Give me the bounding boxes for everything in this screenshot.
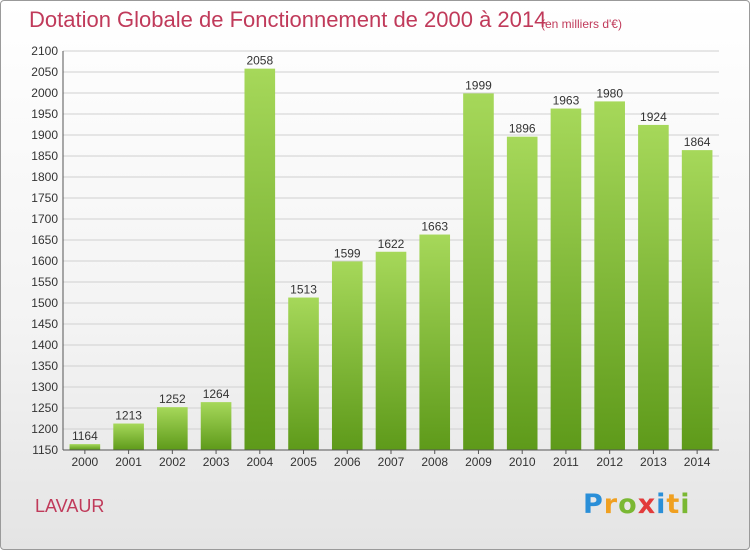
y-tick-label: 1500	[31, 296, 58, 310]
bar-2013	[638, 124, 669, 451]
bar-2007	[375, 251, 407, 450]
x-tick-label-2012: 2012	[596, 455, 623, 469]
x-tick-label-2000: 2000	[72, 455, 99, 469]
logo-letter: i	[680, 489, 691, 520]
x-tick-label-2002: 2002	[159, 455, 186, 469]
chart-title: Dotation Globale de Fonctionnement de 20…	[29, 7, 547, 32]
y-tick-label: 1350	[31, 359, 58, 373]
bar-2011	[550, 108, 582, 450]
y-tick-label: 2050	[31, 65, 58, 79]
bar-2003	[200, 402, 232, 450]
bar-2001	[113, 423, 144, 450]
logo-letter: r	[603, 489, 619, 520]
x-tick-label-2014: 2014	[684, 455, 711, 469]
y-tick-label: 1750	[31, 191, 58, 205]
bar-layer	[69, 68, 713, 451]
x-tick-label-2003: 2003	[203, 455, 230, 469]
y-tick-label: 1900	[31, 128, 58, 142]
value-label-2012: 1980	[596, 86, 623, 100]
value-label-2014: 1864	[684, 135, 711, 149]
logo-letter: o	[618, 489, 638, 520]
value-label-2003: 1264	[203, 387, 230, 401]
value-label-2001: 1213	[115, 409, 142, 423]
logo-letter: i	[656, 489, 667, 520]
bar-2009	[463, 93, 494, 451]
bar-2002	[157, 407, 188, 450]
bar-2004	[244, 68, 276, 450]
y-tick-label: 1450	[31, 317, 58, 331]
y-tick-label: 1550	[31, 275, 58, 289]
bar-2008	[419, 234, 451, 450]
axis-layer: 1150 1200 1250 1300 1350 1400 1450 1500 1550 1600…	[31, 44, 719, 469]
x-tick-label-2006: 2006	[334, 455, 361, 469]
commune-name: LAVAUR	[35, 496, 105, 516]
value-label-2004: 2058	[246, 54, 273, 68]
x-tick-label-2010: 2010	[509, 455, 536, 469]
value-label-2000: 1164	[72, 429, 98, 443]
x-tick-label-2011: 2011	[553, 455, 579, 469]
x-tick-label-2007: 2007	[378, 455, 405, 469]
bar-2000	[69, 444, 101, 450]
value-label-2008: 1663	[421, 220, 448, 234]
value-label-2005: 1513	[290, 283, 317, 297]
value-label-2009: 1999	[465, 78, 492, 92]
bar-2012	[594, 101, 625, 451]
y-tick-label: 1950	[31, 107, 58, 121]
y-tick-label: 1600	[31, 254, 58, 268]
x-tick-label-2009: 2009	[465, 455, 492, 469]
y-tick-label: 1250	[31, 401, 58, 415]
bar-2005	[288, 297, 319, 450]
label-layer: 1164 1213 1252 1264 2058 1513 1599 1622 1663 1999…	[72, 54, 711, 443]
bar-2010	[506, 136, 538, 450]
logo-letter: P	[583, 489, 604, 520]
chart-subtitle: (en milliers d'€)	[541, 17, 622, 31]
y-tick-label: 1700	[31, 212, 58, 226]
logo-letter: t	[666, 489, 681, 520]
y-tick-label: 1200	[31, 422, 58, 436]
y-tick-label: 1850	[31, 149, 58, 163]
y-tick-label: 1400	[31, 338, 58, 352]
x-tick-label-2013: 2013	[640, 455, 667, 469]
value-label-2007: 1622	[378, 237, 405, 251]
bar-2014	[681, 150, 713, 450]
logo-letter: x	[637, 489, 657, 520]
y-tick-label: 1300	[31, 380, 58, 394]
x-tick-label-2001: 2001	[115, 455, 142, 469]
y-tick-label: 1800	[31, 170, 58, 184]
y-tick-label: 2100	[31, 44, 58, 58]
bar-2006	[331, 261, 363, 450]
x-tick-label-2008: 2008	[421, 455, 448, 469]
x-tick-label-2004: 2004	[246, 455, 273, 469]
value-label-2013: 1924	[640, 110, 667, 124]
y-tick-label: 1150	[32, 443, 58, 457]
y-tick-label: 1650	[31, 233, 58, 247]
value-label-2011: 1963	[553, 94, 580, 108]
x-tick-label-2005: 2005	[290, 455, 317, 469]
value-label-2002: 1252	[159, 392, 186, 406]
value-label-2010: 1896	[509, 122, 536, 136]
y-tick-label: 2000	[31, 86, 58, 100]
value-label-2006: 1599	[334, 246, 361, 260]
